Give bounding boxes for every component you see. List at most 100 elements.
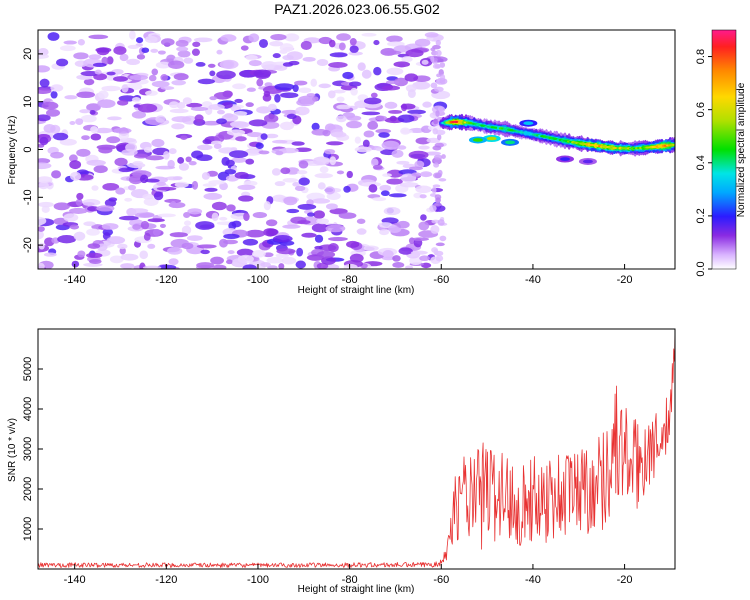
noise-blob bbox=[182, 97, 192, 105]
noise-blob bbox=[381, 85, 401, 91]
noise-blob bbox=[211, 212, 219, 222]
noise-blob bbox=[412, 81, 431, 90]
noise-blob bbox=[133, 153, 149, 159]
noise-blob bbox=[407, 109, 426, 115]
signal-lobe-core bbox=[472, 138, 483, 142]
noise-blob bbox=[38, 65, 51, 73]
noise-blob bbox=[300, 40, 312, 50]
noise-blob bbox=[145, 90, 158, 96]
noise-blob bbox=[310, 78, 318, 87]
noise-blob bbox=[270, 33, 287, 41]
y-tick-label: 10 bbox=[22, 96, 34, 108]
noise-blob bbox=[127, 162, 146, 169]
noise-blob bbox=[400, 103, 416, 110]
noise-blob bbox=[128, 30, 136, 40]
noise-blob bbox=[435, 39, 441, 46]
x-tick-label: -20 bbox=[617, 274, 633, 286]
noise-blob bbox=[76, 148, 91, 157]
noise-blob bbox=[391, 149, 404, 158]
noise-blob bbox=[116, 99, 129, 106]
noise-blob bbox=[328, 39, 336, 48]
noise-blob bbox=[437, 106, 444, 112]
y-tick-label: 5000 bbox=[22, 357, 34, 381]
noise-blob bbox=[328, 243, 339, 253]
noise-blob bbox=[392, 255, 401, 262]
x-tick-label: -120 bbox=[155, 274, 177, 286]
noise-blob bbox=[349, 38, 357, 46]
noise-blob bbox=[331, 131, 347, 138]
noise-blob bbox=[292, 182, 300, 187]
noise-blob bbox=[210, 256, 224, 265]
noise-blob bbox=[275, 253, 290, 258]
noise-blob bbox=[329, 52, 348, 58]
noise-blob bbox=[219, 59, 239, 69]
noise-blob bbox=[346, 115, 362, 121]
noise-blob bbox=[245, 229, 266, 238]
y-tick-label: -20 bbox=[22, 237, 34, 253]
noise-blob bbox=[126, 58, 141, 66]
noise-blob bbox=[226, 204, 236, 212]
x-tick-label: -60 bbox=[433, 574, 449, 586]
noise-blob bbox=[329, 156, 337, 166]
noise-blob bbox=[128, 175, 143, 185]
noise-blob bbox=[435, 110, 440, 117]
y-tick-label: 20 bbox=[22, 48, 34, 60]
noise-blob bbox=[113, 76, 129, 82]
noise-blob bbox=[38, 158, 51, 164]
snr-y-label: SNR (10 * v/v) bbox=[7, 418, 18, 482]
x-tick-label: -40 bbox=[525, 274, 541, 286]
noise-blob bbox=[89, 259, 102, 264]
noise-blob bbox=[388, 193, 407, 198]
noise-blob bbox=[415, 137, 431, 145]
noise-blob bbox=[38, 216, 47, 226]
noise-blob bbox=[252, 249, 266, 258]
y-tick-label: -10 bbox=[22, 189, 34, 205]
noise-blob bbox=[333, 89, 346, 94]
noise-blob bbox=[181, 225, 192, 235]
noise-blob bbox=[321, 256, 336, 265]
noise-blob bbox=[414, 160, 425, 169]
noise-blob bbox=[373, 40, 380, 46]
noise-blob bbox=[109, 255, 124, 264]
noise-blob bbox=[226, 259, 233, 265]
x-tick-label: -20 bbox=[617, 574, 633, 586]
noise-blob bbox=[144, 178, 160, 183]
noise-blob bbox=[312, 96, 319, 102]
noise-blob bbox=[407, 89, 416, 98]
noise-blob bbox=[88, 54, 102, 60]
noise-blob bbox=[114, 157, 128, 167]
noise-blob bbox=[177, 157, 185, 164]
noise-blob bbox=[274, 83, 295, 91]
noise-blob bbox=[167, 247, 183, 255]
signal-lobe-core bbox=[505, 140, 516, 145]
noise-blob bbox=[221, 156, 230, 166]
noise-blob bbox=[231, 157, 247, 163]
noise-blob bbox=[227, 250, 235, 255]
noise-blob bbox=[150, 48, 159, 53]
noise-blob bbox=[382, 173, 392, 178]
noise-blob bbox=[346, 240, 360, 248]
noise-blob bbox=[127, 184, 137, 191]
noise-blob bbox=[202, 183, 217, 187]
noise-blob bbox=[81, 135, 90, 141]
noise-blob bbox=[106, 236, 126, 245]
noise-blob bbox=[279, 121, 295, 131]
noise-blob bbox=[349, 45, 359, 53]
noise-blob bbox=[386, 178, 403, 185]
noise-blob bbox=[311, 198, 331, 204]
noise-blob bbox=[433, 118, 438, 125]
noise-blob bbox=[274, 181, 286, 187]
noise-blob bbox=[131, 96, 141, 103]
noise-blob bbox=[63, 213, 79, 222]
noise-blob bbox=[59, 138, 77, 146]
noise-blob bbox=[429, 205, 437, 212]
noise-blob bbox=[433, 172, 442, 179]
noise-blob bbox=[155, 115, 166, 123]
noise-blob bbox=[83, 202, 95, 207]
noise-blob bbox=[432, 145, 442, 151]
noise-blob bbox=[398, 247, 413, 255]
noise-blob bbox=[246, 87, 256, 92]
noise-blob bbox=[226, 129, 246, 136]
y-tick-label: 1000 bbox=[22, 517, 34, 541]
noise-blob bbox=[294, 80, 308, 86]
